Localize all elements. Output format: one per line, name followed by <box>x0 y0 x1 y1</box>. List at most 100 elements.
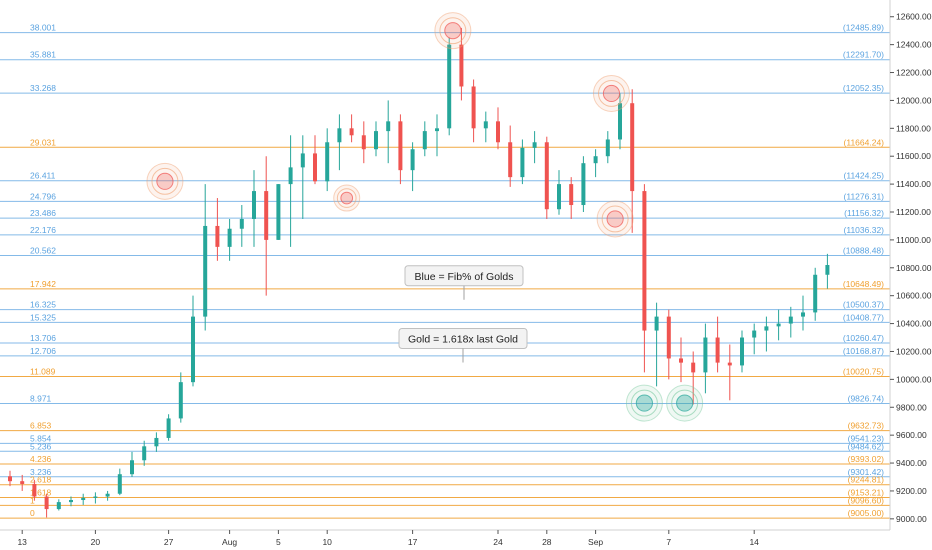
fib-level-price: (9301.42) <box>848 467 885 477</box>
candle-body-up <box>410 149 415 171</box>
candle-body-down <box>727 362 732 366</box>
annotation-callouts: Blue = Fib% of Golds Gold = 1.618x last G… <box>398 265 528 363</box>
fib-level-price: (11036.32) <box>844 225 885 235</box>
price-tick-label: 10600.00 <box>896 291 932 301</box>
candle-body-up <box>337 128 342 143</box>
price-tick-label: 9200.00 <box>896 486 927 496</box>
marker-middle-ring <box>336 188 357 208</box>
candle-body-up <box>740 337 744 366</box>
fib-level-price: (11664.24) <box>844 137 885 147</box>
fib-level-percent: 35.881 <box>30 50 56 60</box>
marker-middle-ring <box>439 17 467 45</box>
candle-body-down <box>215 225 220 247</box>
fib-level-percent: 2.618 <box>30 475 52 485</box>
candle-body-down <box>496 121 500 143</box>
fib-level-price: (10020.75) <box>843 366 884 376</box>
fib-level-price: (10408.77) <box>843 312 884 322</box>
fib-level-price: (12291.70) <box>843 50 884 60</box>
candle-body-up <box>776 323 781 327</box>
candle-body-down <box>715 337 720 363</box>
candle-body-up <box>252 191 256 219</box>
fib-level-percent: 26.411 <box>30 171 56 181</box>
fib-level-percent: 4.236 <box>30 454 52 464</box>
marker-core <box>635 394 654 412</box>
candle-body-up <box>593 156 598 164</box>
candle-body-down <box>544 142 549 210</box>
candle-body-down <box>471 86 476 129</box>
time-tick-label: 17 <box>408 537 418 547</box>
fib-level-price: (9541.23) <box>848 433 885 443</box>
marker-middle-ring <box>151 167 179 195</box>
price-tick-label: 12200.00 <box>896 68 932 78</box>
fib-level-price: (12485.89) <box>843 23 884 33</box>
time-tick-label: 10 <box>322 537 332 547</box>
candle-body-up <box>154 437 159 447</box>
fib-level-percent: 15.325 <box>30 312 56 322</box>
fib-level-percent: 23.486 <box>30 208 56 218</box>
price-tick-label: 12600.00 <box>896 12 932 22</box>
fib-level-percent: 3.236 <box>30 467 52 477</box>
time-axis[interactable]: 13 20 27 Aug 5 10 17 24 28 Sep 7 14 <box>0 529 890 547</box>
pivot-markers <box>146 12 704 422</box>
candle-body-down <box>691 362 696 373</box>
candle-body-down <box>679 358 683 363</box>
marker-middle-ring <box>601 205 629 233</box>
candle-body-down <box>44 496 49 510</box>
fib-level-price: (9632.73) <box>848 421 885 431</box>
time-tick-label: 14 <box>749 537 759 547</box>
price-tick-label: 12400.00 <box>896 40 932 50</box>
candle-body-down <box>313 153 317 182</box>
candle-body-up <box>117 474 122 494</box>
candle-body-up <box>276 184 281 240</box>
price-tick-label: 10400.00 <box>896 319 932 329</box>
candle-body-up <box>422 131 427 150</box>
fib-level-percent: 33.268 <box>30 83 56 93</box>
fib-level-percent: 16.325 <box>30 300 56 310</box>
time-tick-label: 27 <box>164 537 174 547</box>
candle-body-up <box>239 218 244 229</box>
candle-body-up <box>483 121 488 129</box>
fib-level-percent: 5.236 <box>30 441 52 451</box>
candle-body-down <box>630 103 635 192</box>
price-tick-label: 11000.00 <box>896 235 931 245</box>
candle-body-down <box>8 476 12 482</box>
price-tick-label: 11600.00 <box>896 151 931 161</box>
fib-level-price: (10648.49) <box>843 279 884 289</box>
candle-body-up <box>325 142 330 182</box>
price-tick-label: 10800.00 <box>896 263 932 273</box>
fib-level-percent: 1.618 <box>30 487 52 497</box>
candle-body-down <box>666 316 671 359</box>
price-axis[interactable]: 9000.00 9200.00 9400.00 9600.00 9800.00 10000… <box>889 0 932 530</box>
fib-level-percent: 17.942 <box>30 279 56 289</box>
candle-body-up <box>813 274 818 313</box>
price-tick-label: 10000.00 <box>896 374 932 384</box>
fib-level-price: (10260.47) <box>843 333 884 343</box>
candle-body-up <box>654 316 659 331</box>
candle-body-up <box>557 184 561 210</box>
candle-body-up <box>288 167 293 185</box>
fib-level-price: (9484.62) <box>848 441 885 451</box>
candle-body-up <box>227 228 232 247</box>
fib-level-percent: 12.706 <box>30 346 56 356</box>
fib-level-price: (10168.87) <box>843 346 884 356</box>
fib-level-price: (11424.25) <box>844 171 885 181</box>
marker-core <box>606 210 624 228</box>
candle-body-down <box>508 142 513 178</box>
price-tick-label: 10200.00 <box>896 346 932 356</box>
fib-level-price: (9153.21) <box>848 487 885 497</box>
fib-level-price: (12052.35) <box>843 83 884 93</box>
time-tick-label: 24 <box>493 537 503 547</box>
fib-level-percent: 24.796 <box>30 191 56 201</box>
fib-level-percent: 11.089 <box>30 366 56 376</box>
time-tick-label: 5 <box>276 537 281 547</box>
candle-body-up <box>825 265 830 275</box>
candle-body-down <box>361 135 366 150</box>
candle-body-down <box>459 44 464 87</box>
fib-level-price: (9096.60) <box>848 495 885 505</box>
candlestick-series <box>8 27 830 518</box>
candle-body-up <box>374 131 378 150</box>
fib-level-price: (9826.74) <box>848 394 885 404</box>
marker-middle-ring <box>598 79 625 107</box>
marker-core <box>340 191 354 205</box>
